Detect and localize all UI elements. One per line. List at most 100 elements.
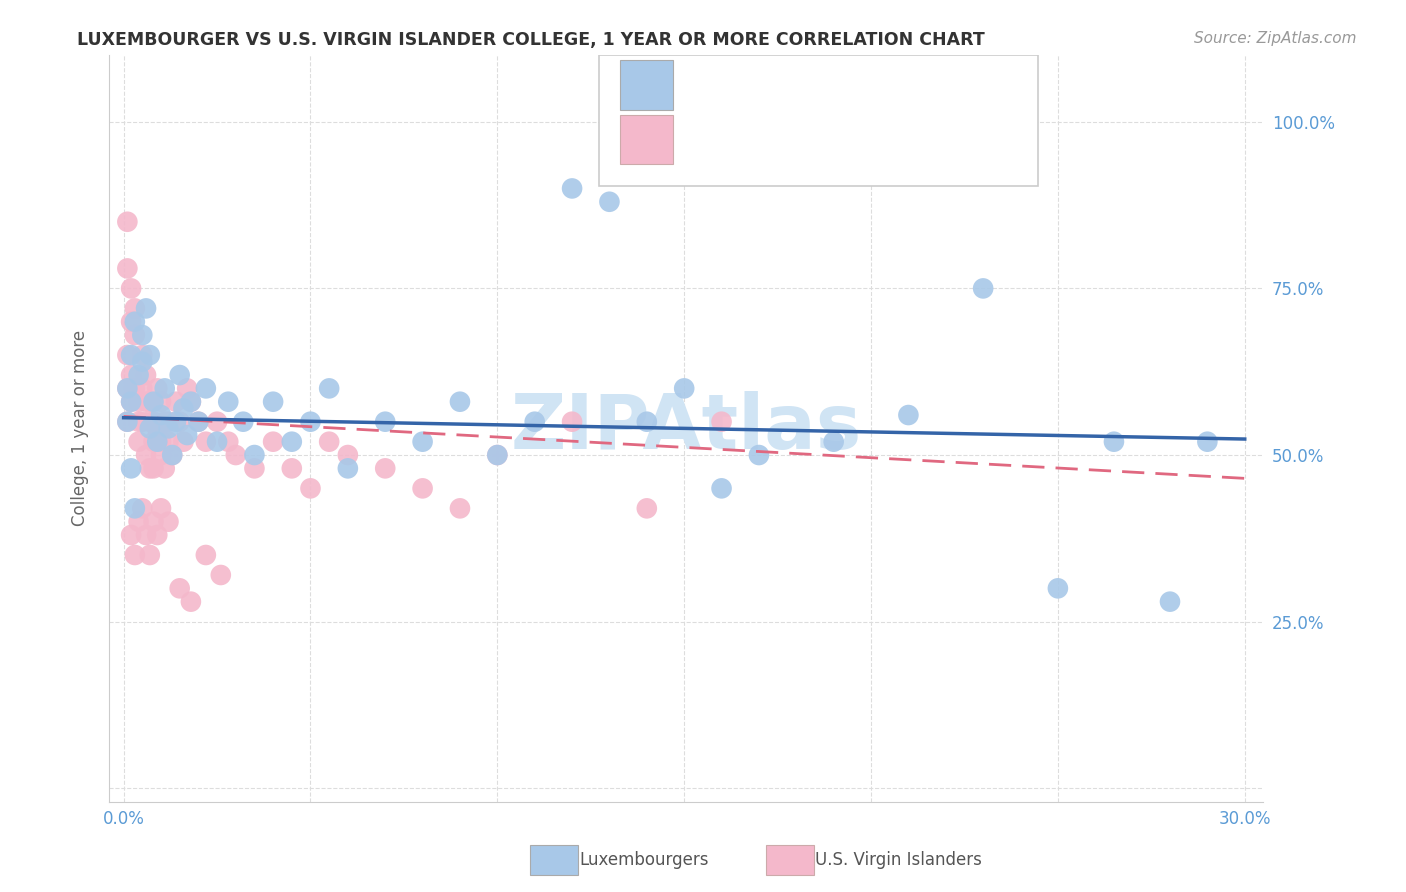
Point <box>194 381 217 395</box>
Point <box>135 368 157 382</box>
Point <box>135 394 157 409</box>
Point <box>262 394 284 409</box>
Point <box>146 421 169 435</box>
Text: ZIPAtlas: ZIPAtlas <box>510 392 862 466</box>
Point <box>131 501 153 516</box>
Point <box>150 501 173 516</box>
Point <box>243 461 266 475</box>
Point <box>194 548 217 562</box>
Point <box>449 394 471 409</box>
Point <box>336 448 359 462</box>
Point <box>172 401 194 416</box>
Point <box>318 434 340 449</box>
Point <box>412 434 434 449</box>
Point <box>823 434 845 449</box>
Point <box>165 415 187 429</box>
Point <box>217 434 239 449</box>
Point <box>187 415 209 429</box>
Point <box>169 582 191 596</box>
Point <box>117 348 139 362</box>
Point <box>710 415 733 429</box>
Point <box>124 501 146 516</box>
Point <box>120 528 142 542</box>
Point <box>1197 434 1219 449</box>
Point <box>336 461 359 475</box>
Text: Luxembourgers: Luxembourgers <box>579 851 709 869</box>
Point <box>157 421 180 435</box>
Point <box>748 448 770 462</box>
Point <box>1046 582 1069 596</box>
Point <box>157 434 180 449</box>
Point <box>120 461 142 475</box>
Point <box>142 515 165 529</box>
Point <box>124 381 146 395</box>
Point <box>124 548 146 562</box>
Point <box>972 281 994 295</box>
Point <box>128 415 150 429</box>
Point <box>1159 595 1181 609</box>
Point <box>176 381 198 395</box>
Point <box>281 434 304 449</box>
Point <box>486 448 509 462</box>
Point <box>194 434 217 449</box>
Point <box>169 415 191 429</box>
Point <box>160 448 183 462</box>
Point <box>131 355 153 369</box>
Text: R = -0.030   N = 74: R = -0.030 N = 74 <box>686 130 863 148</box>
Point <box>205 434 228 449</box>
Point <box>124 315 146 329</box>
Point <box>636 415 658 429</box>
Point <box>262 434 284 449</box>
Point <box>172 434 194 449</box>
FancyBboxPatch shape <box>620 115 673 164</box>
Point <box>561 181 583 195</box>
Point <box>561 415 583 429</box>
Point <box>142 415 165 429</box>
Point <box>142 434 165 449</box>
Point <box>117 381 139 395</box>
Point <box>135 528 157 542</box>
Point <box>139 461 162 475</box>
Text: U.S. Virgin Islanders: U.S. Virgin Islanders <box>815 851 983 869</box>
Point <box>299 481 322 495</box>
Point <box>412 481 434 495</box>
Text: Source: ZipAtlas.com: Source: ZipAtlas.com <box>1194 31 1357 46</box>
FancyBboxPatch shape <box>599 55 1038 186</box>
Point <box>205 415 228 429</box>
Point <box>120 394 142 409</box>
Point <box>117 215 139 229</box>
Point <box>128 434 150 449</box>
Point <box>117 415 139 429</box>
Point <box>1102 434 1125 449</box>
Point <box>139 415 162 429</box>
Point <box>187 415 209 429</box>
Point <box>232 415 254 429</box>
Point <box>636 501 658 516</box>
Point <box>120 394 142 409</box>
Point <box>153 461 176 475</box>
Point <box>128 368 150 382</box>
Point <box>150 394 173 409</box>
Point <box>150 448 173 462</box>
FancyBboxPatch shape <box>620 61 673 110</box>
Point <box>449 501 471 516</box>
Point <box>120 348 142 362</box>
Point <box>139 548 162 562</box>
Point <box>128 394 150 409</box>
Point <box>180 394 202 409</box>
Point <box>135 448 157 462</box>
Point <box>180 394 202 409</box>
Point <box>117 381 139 395</box>
Point <box>150 434 173 449</box>
Point <box>131 381 153 395</box>
Point <box>225 448 247 462</box>
Point <box>176 428 198 442</box>
Point <box>165 394 187 409</box>
Point <box>217 394 239 409</box>
Point <box>374 415 396 429</box>
Text: R = -0.049   N = 53: R = -0.049 N = 53 <box>686 76 863 94</box>
Point <box>209 568 232 582</box>
Point <box>120 368 142 382</box>
Point <box>117 415 139 429</box>
Point <box>131 348 153 362</box>
